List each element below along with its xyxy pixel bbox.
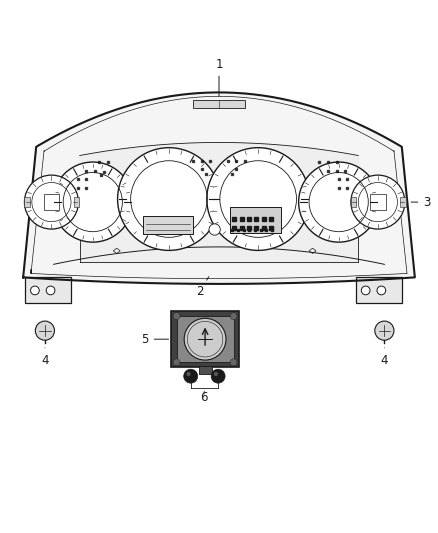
- Circle shape: [31, 286, 39, 295]
- Circle shape: [361, 286, 370, 295]
- Bar: [400, 197, 406, 207]
- Bar: [356, 277, 402, 303]
- Circle shape: [173, 359, 180, 366]
- Text: 1: 1: [215, 58, 223, 96]
- Circle shape: [230, 313, 237, 320]
- Circle shape: [351, 175, 405, 229]
- Circle shape: [375, 321, 394, 340]
- Bar: [25, 197, 30, 207]
- Circle shape: [173, 313, 180, 320]
- Text: 6: 6: [200, 391, 208, 403]
- Bar: [171, 311, 239, 367]
- Bar: [44, 194, 59, 210]
- Bar: [198, 366, 212, 374]
- Bar: [230, 207, 281, 232]
- Circle shape: [214, 372, 218, 376]
- Circle shape: [25, 175, 78, 229]
- Circle shape: [117, 148, 220, 251]
- Circle shape: [35, 321, 54, 340]
- Circle shape: [53, 162, 133, 242]
- Text: 4: 4: [41, 348, 49, 367]
- Circle shape: [184, 318, 226, 360]
- Circle shape: [184, 369, 198, 383]
- Circle shape: [207, 148, 310, 251]
- Circle shape: [230, 359, 237, 366]
- Bar: [193, 100, 245, 108]
- Text: 3: 3: [411, 196, 431, 208]
- Polygon shape: [23, 92, 415, 284]
- Bar: [74, 197, 79, 207]
- Text: 5: 5: [141, 333, 169, 346]
- Bar: [143, 216, 193, 234]
- Bar: [370, 194, 386, 210]
- Circle shape: [211, 369, 225, 383]
- Bar: [177, 316, 233, 362]
- Circle shape: [377, 286, 386, 295]
- Bar: [25, 277, 71, 303]
- Circle shape: [186, 372, 191, 376]
- Bar: [351, 197, 356, 207]
- Circle shape: [46, 286, 55, 295]
- Circle shape: [209, 224, 220, 235]
- Text: 4: 4: [381, 348, 388, 367]
- Circle shape: [299, 162, 379, 242]
- Text: 2: 2: [196, 277, 209, 298]
